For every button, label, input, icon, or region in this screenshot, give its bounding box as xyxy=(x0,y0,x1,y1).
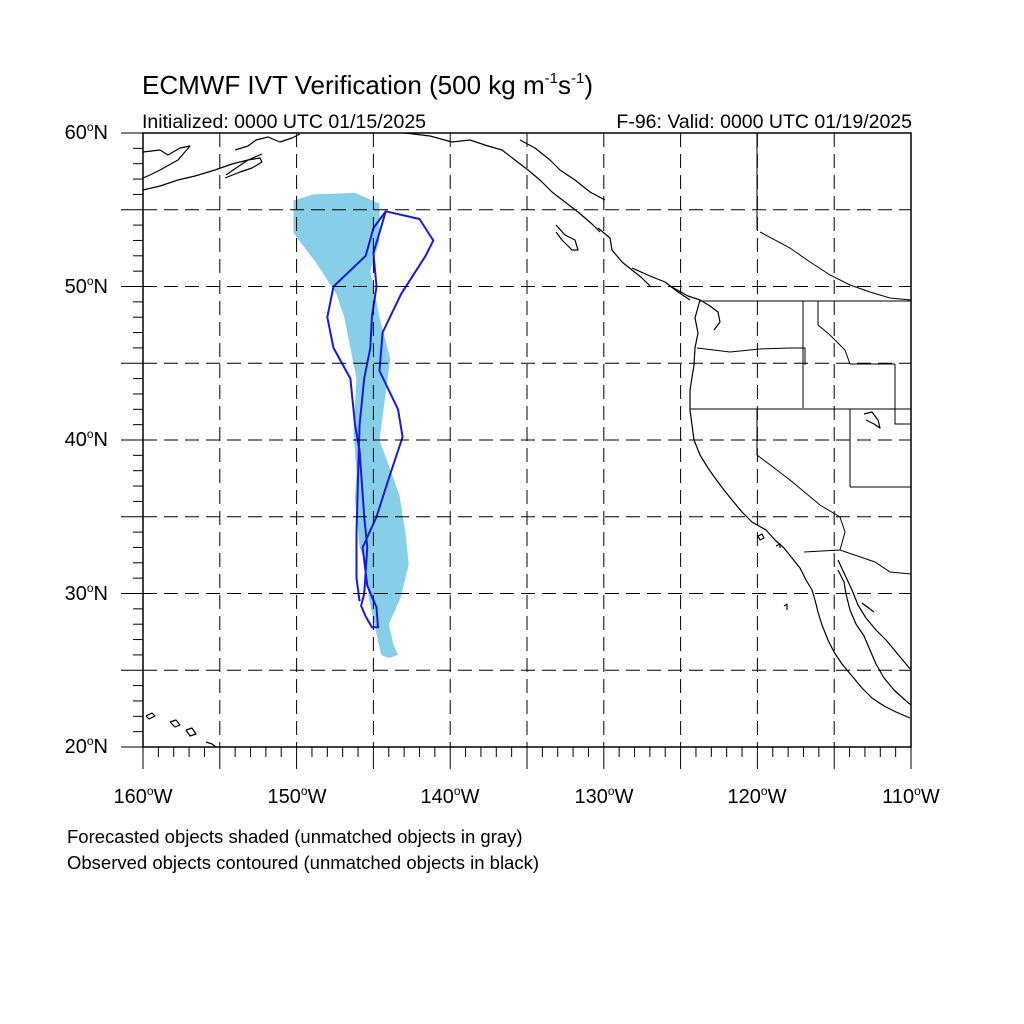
lat-label-20: 20oN xyxy=(64,734,108,758)
lat-label-50: 50oN xyxy=(64,274,108,298)
lon-label-110w: 110oW xyxy=(882,784,940,808)
observed-object-inner-edge xyxy=(355,211,387,602)
lon-label-140w: 140oW xyxy=(420,784,480,808)
init-time-label: Initialized: 0000 UTC 01/15/2025 xyxy=(142,111,427,133)
axis-ticks xyxy=(121,132,912,769)
lon-label-160w: 160oW xyxy=(113,784,173,808)
observed-legend-note: Observed objects contoured (unmatched ob… xyxy=(67,852,540,873)
forecast-legend-note: Forecasted objects shaded (unmatched obj… xyxy=(67,826,523,847)
lat-label-40: 40oN xyxy=(64,427,108,451)
coastlines xyxy=(143,133,911,747)
lon-label-120w: 120oW xyxy=(727,784,787,808)
lat-label-60: 60oN xyxy=(64,120,108,144)
lon-label-150w: 150oW xyxy=(267,784,327,808)
lat-lon-grid xyxy=(143,133,911,747)
lat-label-30: 30oN xyxy=(64,581,108,605)
observed-object xyxy=(326,210,435,629)
lon-label-130w: 130oW xyxy=(574,784,634,808)
forecast-object xyxy=(293,192,409,658)
valid-time-label: F-96: Valid: 0000 UTC 01/19/2025 xyxy=(616,111,912,133)
chart-title: ECMWF IVT Verification (500 kg m-1s-1) xyxy=(142,70,593,100)
political-boundaries xyxy=(690,133,911,575)
